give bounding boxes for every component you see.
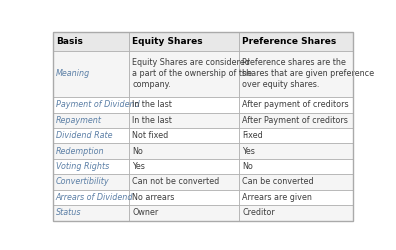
Text: Repayment: Repayment — [55, 116, 102, 125]
Bar — [129, 205, 239, 220]
Text: Can be converted: Can be converted — [242, 178, 314, 186]
Bar — [53, 190, 129, 205]
Text: In the last: In the last — [132, 100, 172, 109]
Bar — [239, 159, 353, 174]
Text: No: No — [242, 162, 253, 171]
Bar — [239, 128, 353, 144]
Text: Equity Shares are considered
a part of the ownership of the
company.: Equity Shares are considered a part of t… — [132, 58, 252, 89]
Bar — [239, 190, 353, 205]
Text: Arrears are given: Arrears are given — [242, 193, 312, 202]
Text: After Payment of creditors: After Payment of creditors — [242, 116, 348, 125]
Bar — [129, 190, 239, 205]
Text: Voting Rights: Voting Rights — [55, 162, 109, 171]
Bar — [53, 174, 129, 190]
Text: Owner: Owner — [132, 208, 158, 217]
Bar — [53, 112, 129, 128]
Bar — [53, 32, 129, 51]
Text: Arrears of Dividend: Arrears of Dividend — [55, 193, 133, 202]
Text: In the last: In the last — [132, 116, 172, 125]
Bar — [239, 174, 353, 190]
Bar — [129, 128, 239, 144]
Text: Can not be converted: Can not be converted — [132, 178, 220, 186]
Bar — [129, 51, 239, 97]
Text: Not fixed: Not fixed — [132, 131, 169, 140]
Text: Convertibility: Convertibility — [55, 178, 109, 186]
Bar — [129, 144, 239, 159]
Bar — [129, 32, 239, 51]
Bar — [53, 128, 129, 144]
Text: Creditor: Creditor — [242, 208, 275, 217]
Text: Yes: Yes — [132, 162, 145, 171]
Text: Meaning: Meaning — [55, 70, 90, 78]
Text: After payment of creditors: After payment of creditors — [242, 100, 349, 109]
Bar — [53, 159, 129, 174]
Text: Payment of Dividend: Payment of Dividend — [55, 100, 139, 109]
Text: Yes: Yes — [242, 146, 255, 156]
Bar — [53, 144, 129, 159]
Text: Preference Shares: Preference Shares — [242, 37, 336, 46]
Bar — [129, 97, 239, 112]
Bar — [239, 112, 353, 128]
Bar — [53, 51, 129, 97]
Text: No arrears: No arrears — [132, 193, 175, 202]
Bar — [129, 159, 239, 174]
Bar — [129, 174, 239, 190]
Text: Equity Shares: Equity Shares — [132, 37, 203, 46]
Bar — [239, 205, 353, 220]
Text: Redemption: Redemption — [55, 146, 104, 156]
Bar — [53, 205, 129, 220]
Text: Dividend Rate: Dividend Rate — [55, 131, 112, 140]
Bar — [239, 51, 353, 97]
Bar — [129, 112, 239, 128]
Text: No: No — [132, 146, 143, 156]
Text: Fixed: Fixed — [242, 131, 263, 140]
Text: Preference shares are the
shares that are given preference
over equity shares.: Preference shares are the shares that ar… — [242, 58, 374, 89]
Bar — [53, 97, 129, 112]
Bar — [239, 144, 353, 159]
Bar — [239, 97, 353, 112]
Text: Basis: Basis — [55, 37, 82, 46]
Bar — [239, 32, 353, 51]
Text: Status: Status — [55, 208, 81, 217]
